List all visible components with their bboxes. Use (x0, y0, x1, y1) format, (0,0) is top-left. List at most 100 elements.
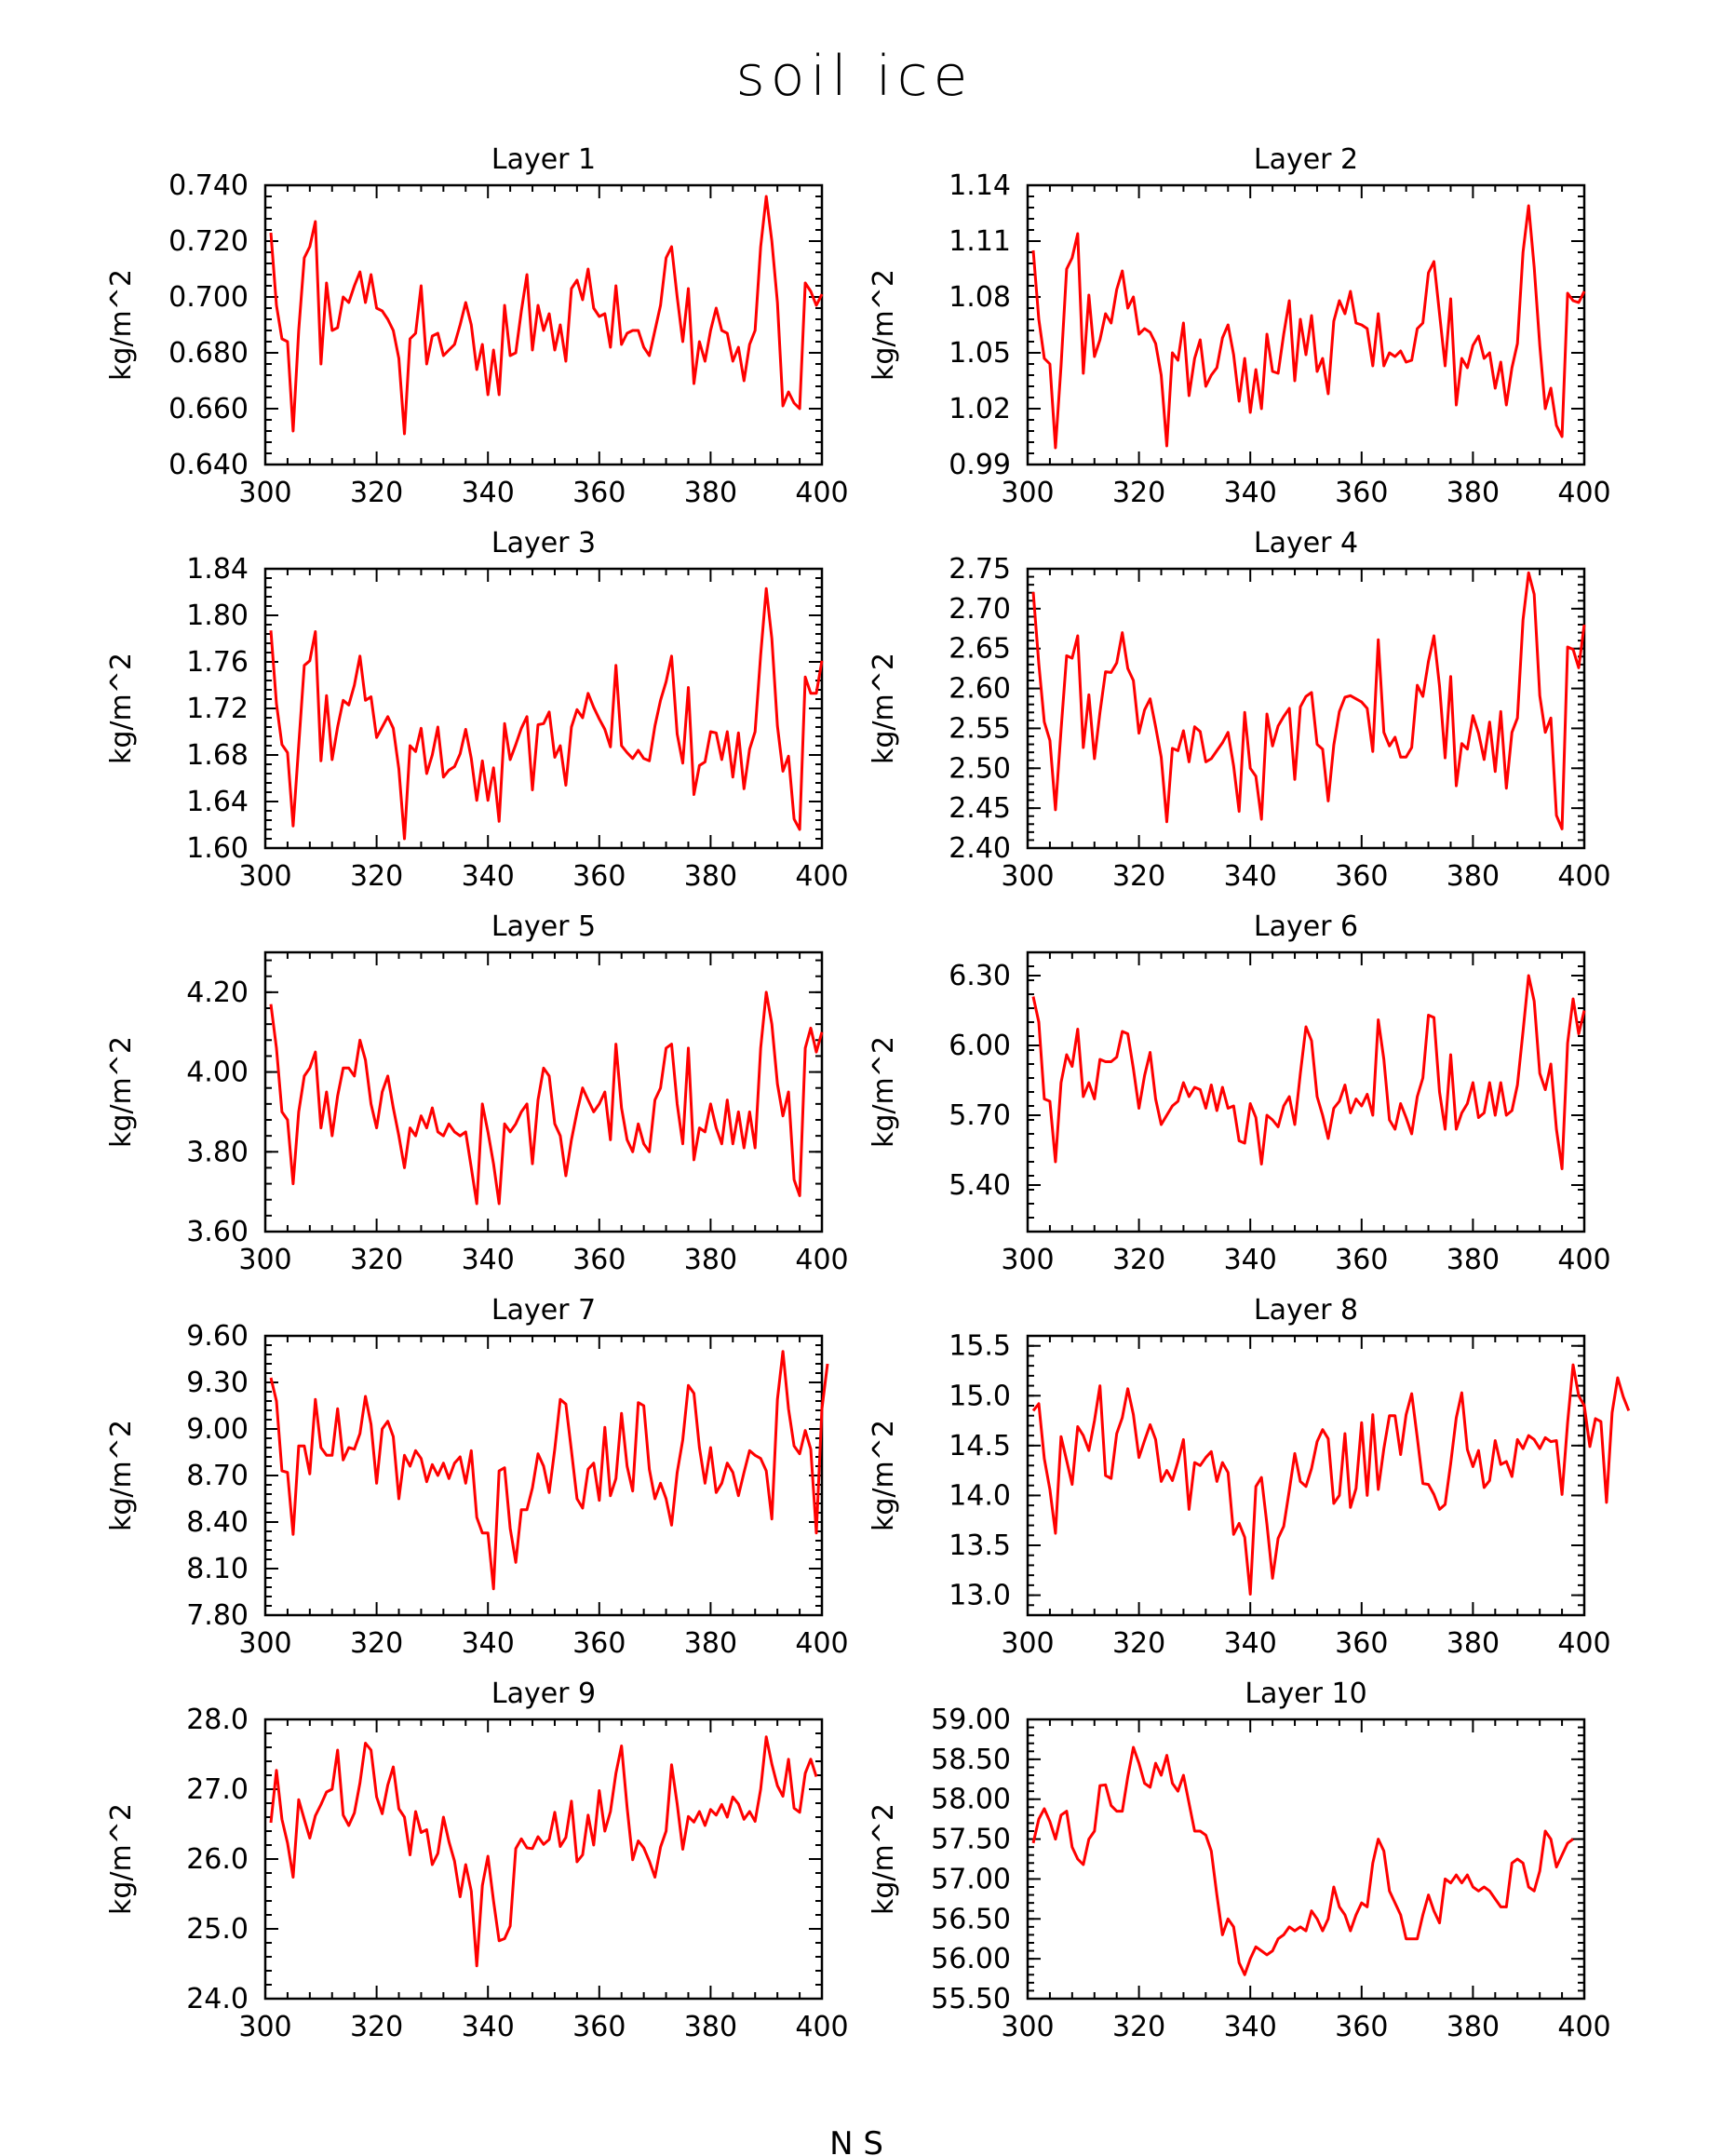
x-tick-label: 300 (238, 1244, 291, 1276)
x-tick-label: 360 (1335, 477, 1388, 509)
y-axis-label: kg/m^2 (105, 1036, 138, 1148)
y-tick-label: 0.700 (168, 281, 249, 314)
y-tick-label: 2.55 (949, 712, 1011, 745)
y-tick-label: 1.05 (949, 337, 1011, 370)
x-tick-label: 380 (684, 1244, 737, 1276)
x-tick-label: 400 (1557, 1244, 1610, 1276)
y-tick-label: 9.60 (186, 1320, 249, 1353)
y-tick-label: 2.75 (949, 553, 1011, 586)
x-tick-label: 320 (1112, 1244, 1165, 1276)
panel-title: Layer 3 (491, 527, 596, 559)
x-tick-label: 340 (1224, 860, 1277, 893)
series-line (269, 1735, 818, 1968)
y-tick-label: 2.40 (949, 832, 1011, 865)
x-tick-label: 360 (1335, 2011, 1388, 2043)
y-tick-label: 13.5 (949, 1529, 1011, 1562)
plot-frame (1026, 567, 1586, 850)
y-tick-label: 14.5 (949, 1430, 1011, 1462)
x-tick-label: 400 (1557, 1627, 1610, 1660)
x-tick-label: 400 (1557, 2011, 1610, 2043)
x-tick-label: 380 (1447, 1244, 1500, 1276)
x-tick-label: 320 (1112, 2011, 1165, 2043)
x-tick-label: 320 (1112, 477, 1165, 509)
x-tick-label: 380 (684, 860, 737, 893)
y-axis-label: kg/m^2 (868, 269, 900, 381)
x-tick-label: 360 (572, 860, 626, 893)
y-tick-label: 7.80 (186, 1599, 249, 1632)
panel-title: Layer 1 (491, 143, 596, 176)
chart-panel-3: Layer 3 kg/m^2 300 320 340 360 380 400 1.60 1.64 1… (105, 527, 849, 893)
y-tick-label: 26.0 (186, 1843, 249, 1876)
series-line (1031, 1363, 1631, 1596)
y-tick-label: 1.11 (949, 225, 1011, 258)
y-tick-label: 6.00 (949, 1030, 1011, 1062)
x-tick-label: 320 (350, 860, 403, 893)
series-line (1031, 571, 1586, 830)
y-tick-label: 15.0 (949, 1380, 1011, 1412)
x-tick-label: 340 (462, 1627, 515, 1660)
y-tick-label: 24.0 (186, 1983, 249, 2015)
x-tick-label: 300 (238, 477, 291, 509)
y-tick-label: 2.65 (949, 633, 1011, 666)
chart-panel-10: Layer 10 kg/m^2 300 320 340 360 380 400 55.50 56.… (868, 1678, 1611, 2043)
y-tick-label: 2.45 (949, 792, 1011, 825)
x-tick-label: 340 (462, 2011, 515, 2043)
y-axis-label: kg/m^2 (868, 1803, 900, 1915)
chart-panel-2: Layer 2 kg/m^2 300 320 340 360 380 400 0.99 1.02 1… (868, 143, 1611, 509)
y-tick-label: 13.0 (949, 1580, 1011, 1612)
y-tick-label: 1.76 (186, 646, 249, 679)
x-tick-label: 400 (795, 2011, 848, 2043)
x-tick-label: 300 (1001, 477, 1054, 509)
y-tick-label: 0.720 (168, 225, 249, 258)
y-tick-label: 2.70 (949, 593, 1011, 626)
panels: Layer 1 kg/m^2 300 320 340 360 380 400 0.640 0.66… (105, 143, 1631, 2043)
x-tick-label: 380 (1447, 1627, 1500, 1660)
x-tick-label: 400 (795, 477, 848, 509)
x-tick-label: 340 (462, 1244, 515, 1276)
x-tick-label: 400 (1557, 477, 1610, 509)
x-tick-label: 340 (462, 860, 515, 893)
y-tick-label: 1.02 (949, 393, 1011, 425)
y-axis-label: kg/m^2 (105, 1803, 138, 1915)
y-tick-label: 27.0 (186, 1773, 249, 1806)
panel-title: Layer 6 (1254, 910, 1358, 943)
y-tick-label: 57.00 (931, 1863, 1011, 1895)
plot-frame (1026, 183, 1586, 466)
y-tick-label: 4.00 (186, 1057, 249, 1089)
x-tick-label: 360 (1335, 1244, 1388, 1276)
y-axis-label: kg/m^2 (868, 1420, 900, 1531)
panel-title: Layer 2 (1254, 143, 1358, 176)
x-tick-label: 320 (1112, 1627, 1165, 1660)
panel-title: Layer 7 (491, 1294, 596, 1327)
y-tick-label: 0.640 (168, 449, 249, 481)
x-tick-label: 360 (572, 1244, 626, 1276)
x-tick-label: 380 (684, 1627, 737, 1660)
x-tick-label: 360 (572, 2011, 626, 2043)
y-axis-label: kg/m^2 (105, 653, 138, 764)
x-tick-label: 320 (350, 1244, 403, 1276)
y-tick-label: 25.0 (186, 1913, 249, 1946)
x-tick-label: 300 (1001, 860, 1054, 893)
y-axis-label: kg/m^2 (868, 653, 900, 764)
y-tick-label: 0.680 (168, 337, 249, 370)
y-tick-label: 58.00 (931, 1784, 1011, 1816)
y-tick-label: 0.99 (949, 449, 1011, 481)
x-tick-label: 360 (1335, 860, 1388, 893)
chart-panel-5: Layer 5 kg/m^2 300 320 340 360 380 400 3.60 3.80 4… (105, 910, 849, 1276)
y-tick-label: 1.60 (186, 832, 249, 865)
x-tick-label: 400 (795, 1627, 848, 1660)
chart-panel-6: Layer 6 kg/m^2 300 320 340 360 380 400 5.40 5.70 6… (868, 910, 1611, 1276)
y-tick-label: 58.50 (931, 1744, 1011, 1776)
series-line (269, 586, 824, 841)
panel-title: Layer 8 (1254, 1294, 1358, 1327)
x-tick-label: 380 (684, 2011, 737, 2043)
y-tick-label: 59.00 (931, 1704, 1011, 1736)
y-tick-label: 8.10 (186, 1553, 249, 1585)
y-tick-label: 8.70 (186, 1460, 249, 1492)
chart-panel-9: Layer 9 kg/m^2 300 320 340 360 380 400 24.0 25.0 2… (105, 1678, 849, 2043)
plot-frame (263, 183, 824, 466)
footer-text: N S (829, 2125, 883, 2156)
x-tick-label: 360 (1335, 1627, 1388, 1660)
y-axis-label: kg/m^2 (105, 1420, 138, 1531)
y-tick-label: 8.40 (186, 1506, 249, 1539)
